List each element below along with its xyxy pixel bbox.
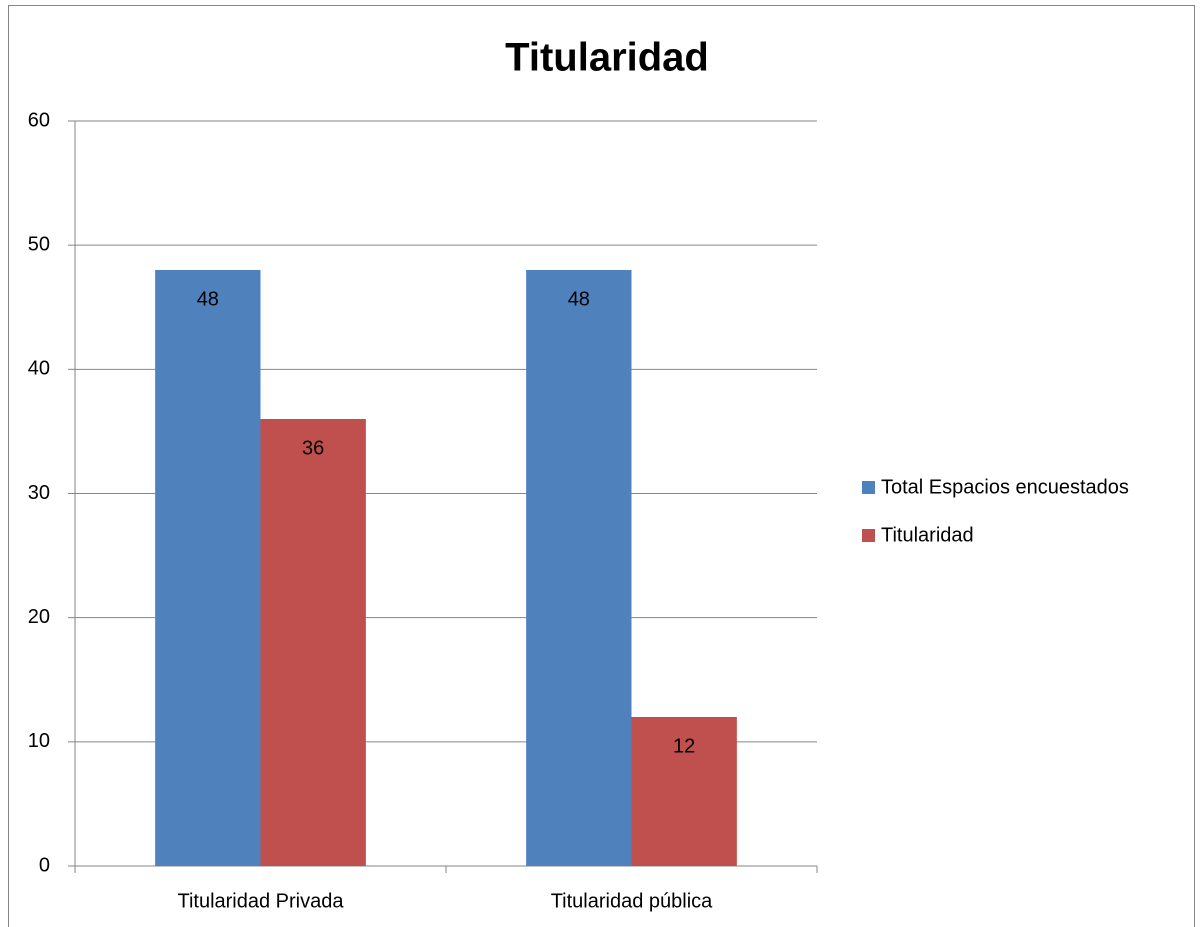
legend-label: Total Espacios encuestados — [881, 476, 1129, 498]
y-tick-label: 0 — [39, 854, 50, 876]
data-label: 48 — [568, 288, 590, 310]
data-label: 36 — [302, 437, 324, 459]
y-tick-label: 60 — [28, 109, 50, 131]
bar — [155, 270, 261, 866]
y-tick-label: 10 — [28, 730, 50, 752]
chart-frame — [8, 5, 1195, 927]
legend-swatch — [862, 481, 875, 494]
legend-swatch — [862, 529, 875, 542]
x-tick-label: Titularidad pública — [551, 890, 713, 912]
y-tick-label: 40 — [28, 358, 50, 380]
y-tick-label: 30 — [28, 482, 50, 504]
legend-label: Titularidad — [881, 524, 974, 546]
data-label: 12 — [673, 735, 695, 757]
data-label: 48 — [197, 288, 219, 310]
y-tick-label: 50 — [28, 233, 50, 255]
bar — [260, 419, 366, 866]
bar — [526, 270, 632, 866]
bar — [631, 717, 737, 866]
x-tick-label: Titularidad Privada — [177, 890, 344, 912]
y-tick-label: 20 — [28, 606, 50, 628]
chart-title: Titularidad — [505, 36, 709, 80]
